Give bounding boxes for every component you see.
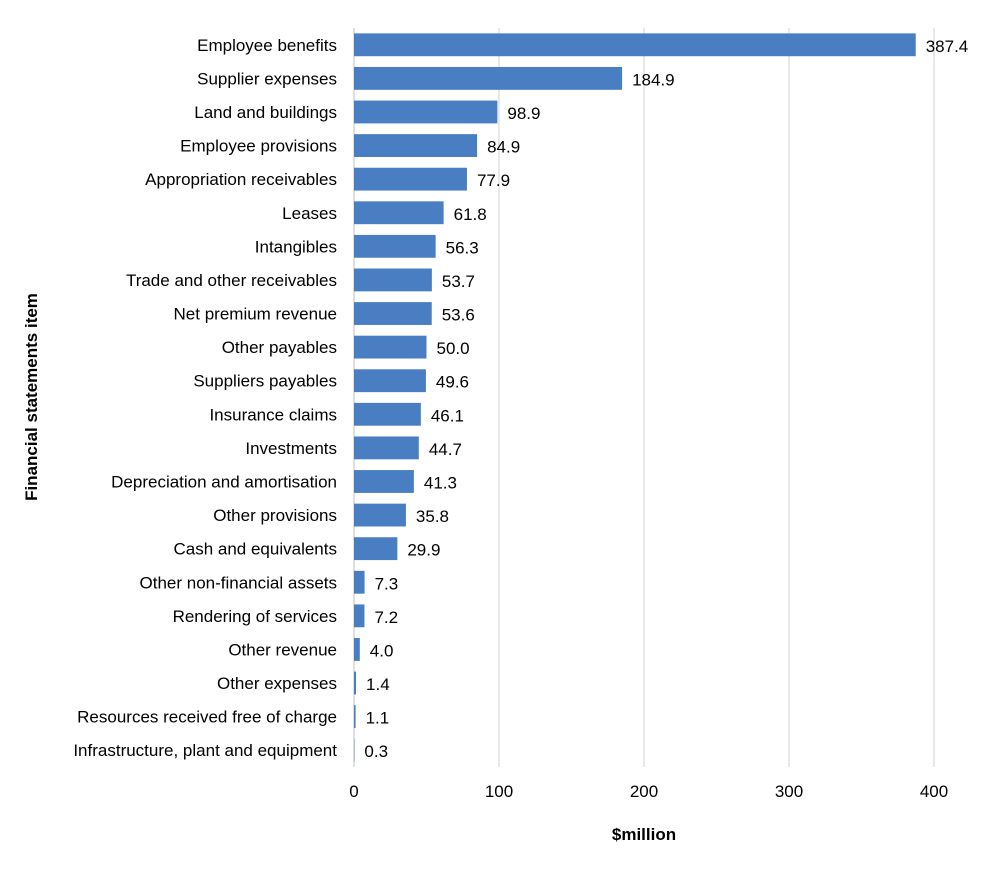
category-label: Suppliers payables [193,372,337,391]
data-label: 29.9 [407,541,440,560]
category-label: Supplier expenses [197,69,337,88]
category-label: Trade and other receivables [126,271,337,290]
bar [354,335,427,359]
category-label: Employee provisions [180,137,337,156]
category-label: Investments [245,439,337,458]
bar [354,604,365,628]
data-label: 49.6 [436,373,469,392]
category-label: Appropriation receivables [145,170,337,189]
data-label: 7.2 [374,608,398,627]
bar [354,66,623,90]
data-label: 1.1 [366,709,390,728]
y-axis-title: Financial statements item [22,293,41,501]
data-label: 387.4 [926,37,969,56]
category-labels: Employee benefits Supplier expenses Land a… [73,36,337,760]
x-tick-label: 300 [775,782,803,801]
bar [354,33,916,57]
category-label: Rendering of services [173,607,337,626]
bar [354,470,414,493]
bars [354,33,916,762]
bar [354,503,406,527]
data-labels: 387.4 184.9 98.9 84.9 77.9 61.8 56.3 53.7 53.6 50… [364,37,968,761]
x-tick-label: 400 [920,782,948,801]
category-label: Depreciation and amortisation [111,472,337,491]
bar [354,402,421,426]
x-tick-labels: 0 100 200 300 400 [349,782,948,801]
x-axis-title: $million [612,825,676,844]
data-label: 35.8 [416,507,449,526]
category-label: Other revenue [228,640,337,659]
category-label: Net premium revenue [174,305,337,324]
category-label: Other provisions [213,506,337,525]
category-label: Insurance claims [209,405,337,424]
category-label: Other non-financial assets [140,573,338,592]
bar [354,638,360,661]
data-label: 98.9 [507,104,540,123]
bar [354,705,356,729]
data-label: 77.9 [477,171,510,190]
bar [354,369,426,393]
category-label: Employee benefits [197,36,337,55]
bar [354,671,357,695]
data-label: 84.9 [487,138,520,157]
data-label: 44.7 [429,440,462,459]
data-label: 46.1 [431,406,464,425]
x-tick-label: 0 [349,782,358,801]
category-label: Other expenses [217,674,337,693]
category-label: Leases [282,204,337,223]
data-label: 53.6 [442,306,475,325]
category-label: Other payables [222,338,337,357]
data-label: 1.4 [366,675,390,694]
bar [354,201,444,225]
category-label: Cash and equivalents [173,540,337,559]
bar [354,100,498,124]
data-label: 0.3 [364,742,388,761]
bar [354,436,419,460]
bar [354,134,478,157]
data-label: 56.3 [446,238,479,257]
category-label: Intangibles [255,237,337,256]
bar [354,234,436,258]
x-tick-label: 200 [630,782,658,801]
data-label: 184.9 [632,70,675,89]
data-label: 41.3 [424,473,457,492]
category-label: Resources received free of charge [77,708,337,727]
bar [354,537,398,561]
data-label: 50.0 [437,339,470,358]
data-label: 53.7 [442,272,475,291]
bar [354,302,432,325]
data-label: 7.3 [375,574,399,593]
bar [354,268,432,292]
data-label: 61.8 [454,205,487,224]
bar [354,570,365,594]
category-label: Land and buildings [194,103,337,122]
x-tick-label: 100 [485,782,513,801]
gridlines [498,28,935,767]
category-label: Infrastructure, plant and equipment [73,741,337,760]
data-label: 4.0 [370,641,394,660]
bar [354,167,467,191]
